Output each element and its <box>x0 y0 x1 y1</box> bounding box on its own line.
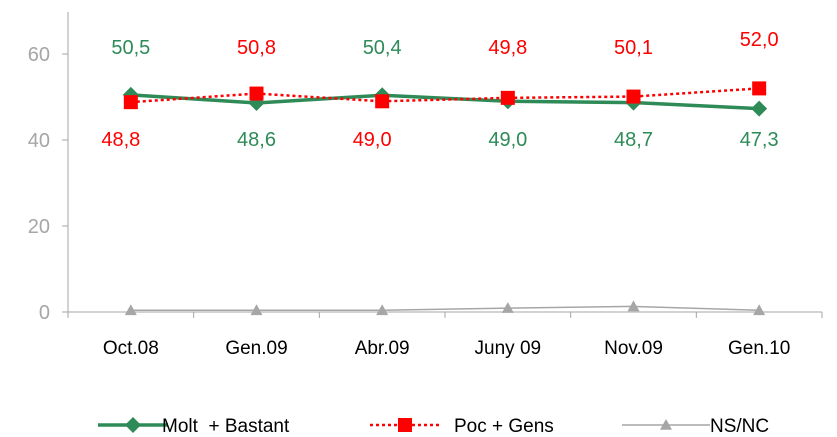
x-tick-label: Gen.10 <box>728 338 790 359</box>
legend-label: NS/NC <box>710 416 769 437</box>
y-tick-label: 20 <box>28 216 50 238</box>
data-point <box>375 94 390 109</box>
legend-marker <box>125 417 141 433</box>
series-line-poc-gens <box>130 87 760 104</box>
data-label-molt-bastant: 50,4 <box>363 37 402 59</box>
axes <box>67 12 822 313</box>
legend-label: Poc + Gens <box>454 416 554 437</box>
series-line-ns-nc <box>130 305 760 312</box>
x-tick-label: Juny 09 <box>475 338 542 359</box>
x-tick-label: Oct.08 <box>103 338 159 359</box>
data-point <box>376 304 389 316</box>
y-axis-ticks: 0 20 40 60 <box>28 44 68 324</box>
y-tick-label: 0 <box>39 302 50 324</box>
data-point <box>626 89 641 104</box>
data-labels: 50,5 48,8 48,6 50,8 50,4 49,0 49,0 49,8 48,7 50,1… <box>101 29 778 151</box>
data-point <box>500 90 515 105</box>
x-tick-label: Gen.09 <box>225 338 287 359</box>
data-label-molt-bastant: 47,3 <box>740 129 779 151</box>
data-point <box>627 300 640 312</box>
legend-item-molt-bastant: Molt + Bastant <box>98 416 290 437</box>
x-axis-ticks: Oct.08 Gen.09 Abr.09 Juny 09 Nov.09 Gen.10 <box>67 312 823 359</box>
data-point <box>753 304 766 316</box>
legend-marker <box>660 419 672 430</box>
series-molt-bastant <box>122 86 768 117</box>
series-layer <box>122 81 768 316</box>
series-line-molt-bastant <box>130 93 760 111</box>
data-point <box>123 95 138 110</box>
x-tick-label: Abr.09 <box>355 338 410 359</box>
x-tick-label: Nov.09 <box>604 338 663 359</box>
data-point <box>751 100 768 117</box>
series-poc-gens <box>123 81 767 110</box>
data-label-poc-gens: 50,8 <box>237 37 276 59</box>
legend-marker <box>398 418 412 432</box>
data-label-poc-gens: 49,0 <box>353 129 392 151</box>
data-point <box>249 86 264 101</box>
data-point <box>501 302 514 313</box>
series-ns-nc <box>124 300 766 316</box>
y-tick-label: 60 <box>28 44 50 66</box>
data-label-molt-bastant: 49,0 <box>488 129 527 151</box>
y-tick-label: 40 <box>28 130 50 152</box>
legend-label: Molt + Bastant <box>162 416 290 437</box>
data-point <box>250 304 263 316</box>
data-label-molt-bastant: 48,7 <box>614 129 653 151</box>
data-label-poc-gens: 48,8 <box>101 129 140 151</box>
data-point <box>752 81 767 96</box>
legend-item-poc-gens: Poc + Gens <box>370 416 554 437</box>
data-label-poc-gens: 49,8 <box>488 37 527 59</box>
legend-item-ns-nc: NS/NC <box>622 416 769 437</box>
data-label-molt-bastant: 48,6 <box>237 129 276 151</box>
data-point <box>124 304 137 316</box>
data-label-molt-bastant: 50,5 <box>111 37 150 59</box>
data-label-poc-gens: 50,1 <box>614 37 653 59</box>
data-label-poc-gens: 52,0 <box>740 29 779 51</box>
legend: Molt + Bastant Poc + Gens NS/NC <box>98 416 769 437</box>
